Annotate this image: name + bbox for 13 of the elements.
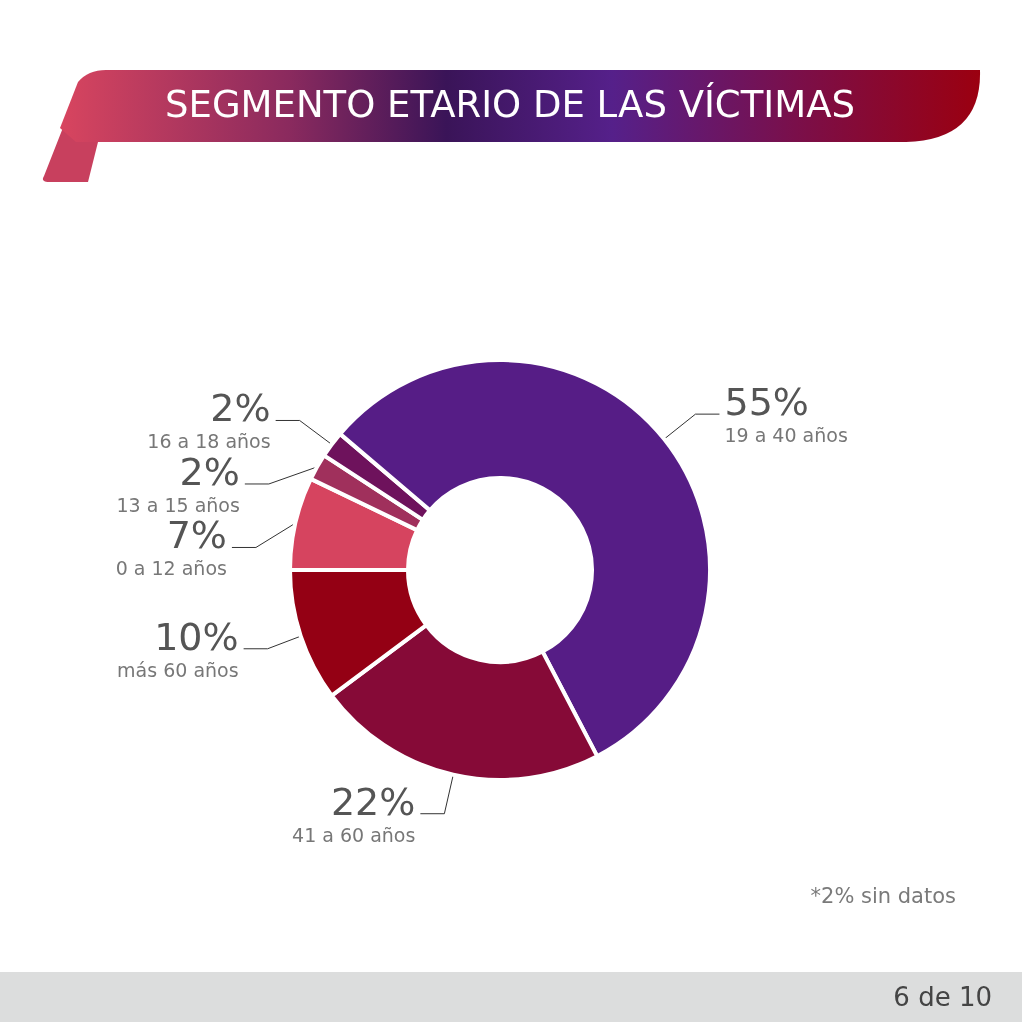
slice-label: 0 a 12 años	[115, 557, 227, 580]
text: 6 de 10	[893, 982, 992, 1012]
slice-label: más 60 años	[117, 658, 239, 681]
data-label: 55%	[724, 380, 809, 425]
data-label: 2%	[210, 386, 271, 431]
data-label: 22%	[330, 779, 416, 824]
data-label: 10%	[154, 614, 239, 659]
slice-label: 19 a 40 años	[724, 424, 848, 447]
slice-label: 41 a 60 años	[292, 823, 416, 846]
data-label: 7%	[166, 513, 227, 558]
slice-label: 13 a 15 años	[116, 493, 240, 516]
text: *2% sin datos	[810, 884, 956, 908]
chart-title: SEGMENTO ETARIO DE LAS VÍCTIMAS	[164, 82, 856, 128]
